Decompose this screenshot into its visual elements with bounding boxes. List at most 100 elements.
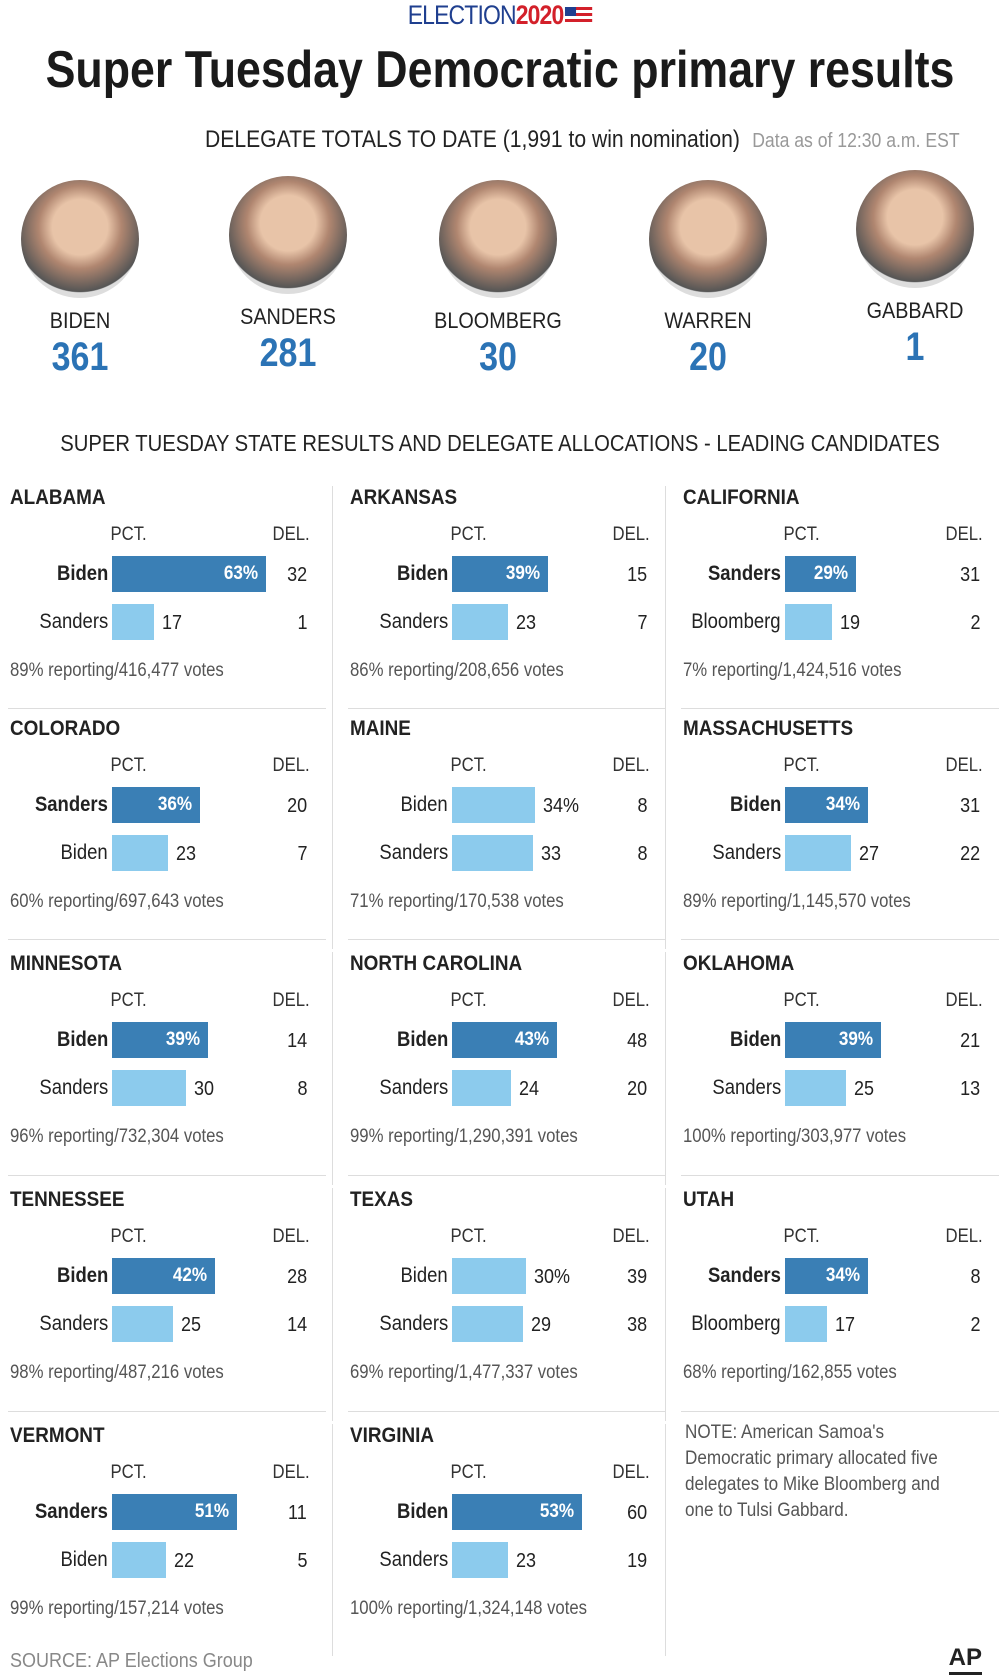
candidate-label: Biden (729, 1028, 781, 1051)
state-panel: TEXAS PCT. DEL. Biden 30% 39 Sanders 29 38 69% re… (340, 1188, 670, 1424)
state-panel: MINNESOTA PCT. DEL. Biden 39% 14 Sanders 30 8 96%… (0, 952, 330, 1188)
candidate-name: BIDEN (49, 308, 111, 333)
pct-value: 63% (224, 563, 259, 584)
state-panel: VIRGINIA PCT. DEL. Biden 53% 60 Sanders 23 19 100… (340, 1424, 670, 1660)
candidate-photo (439, 180, 557, 298)
pct-value: 17 (161, 612, 182, 634)
row-divider (681, 708, 999, 709)
state-panel: OKLAHOMA PCT. DEL. Biden 39% 21 Sanders 25 13 100… (673, 952, 1000, 1188)
state-name: OKLAHOMA (683, 952, 795, 975)
pct-value: 23 (516, 1550, 537, 1572)
state-name: UTAH (683, 1188, 735, 1211)
pct-bar (452, 1306, 524, 1342)
column-divider (665, 717, 666, 949)
pct-header: PCT. (450, 755, 487, 776)
pct-header: PCT. (110, 1462, 147, 1483)
del-header: DEL. (612, 524, 650, 545)
state-panel: MAINE PCT. DEL. Biden 34% 8 Sanders 33 8 71% repo… (340, 717, 670, 953)
candidate-row: Sanders 17 1 (0, 604, 330, 640)
delegates-value: 14 (286, 1314, 307, 1336)
pct-bar: 63% (112, 556, 267, 592)
pct-bar (112, 1542, 166, 1578)
pct-bar: 34% (785, 1258, 869, 1294)
candidate-photo (21, 180, 139, 298)
candidate-row: Sanders 25 13 (673, 1070, 1000, 1106)
pct-value: 51% (194, 1501, 230, 1522)
del-header: DEL. (945, 524, 983, 545)
pct-value: 19 (839, 612, 860, 634)
pct-value: 39% (838, 1029, 873, 1050)
pct-value: 53% (539, 1501, 574, 1522)
delegates-value: 11 (288, 1502, 307, 1524)
candidate-label: Sanders (712, 1076, 781, 1099)
del-header: DEL. (945, 755, 983, 776)
reporting-status: 100% reporting/303,977 votes (683, 1126, 907, 1147)
row-divider (681, 939, 999, 940)
reporting-status: 7% reporting/1,424,516 votes (683, 660, 902, 681)
candidate-photo (856, 170, 974, 288)
delegates-value: 7 (637, 612, 648, 634)
candidate-row: Biden 39% 15 (340, 556, 670, 592)
ap-logo: AP (948, 1644, 982, 1675)
candidate-photo (649, 180, 767, 298)
delegates-value: 7 (297, 843, 308, 865)
row-divider (8, 708, 326, 709)
candidate-delegates: 361 (51, 335, 109, 379)
del-header: DEL. (272, 1226, 310, 1247)
pct-value: 43% (515, 1029, 550, 1050)
pct-value: 23 (176, 843, 197, 865)
reporting-status: 60% reporting/697,643 votes (10, 891, 224, 912)
delegates-value: 8 (970, 1266, 981, 1288)
candidate-row: Sanders 24 20 (340, 1070, 670, 1106)
pct-value: 23 (516, 612, 537, 634)
pct-value: 34% (826, 1265, 861, 1286)
row-divider (348, 1175, 666, 1176)
pct-header: PCT. (783, 524, 820, 545)
pct-bar: 53% (452, 1494, 582, 1530)
subtitle: DELEGATE TOTALS TO DATE (1,991 to win no… (205, 126, 960, 153)
candidate-label: Biden (396, 1500, 448, 1523)
reporting-status: 69% reporting/1,477,337 votes (350, 1362, 578, 1383)
pct-value: 30 (193, 1078, 214, 1100)
pct-header: PCT. (110, 524, 147, 545)
candidate-row: Biden 39% 21 (673, 1022, 1000, 1058)
reporting-status: 89% reporting/416,477 votes (10, 660, 224, 681)
candidate-row: Biden 22 5 (0, 1542, 330, 1578)
candidate-row: Sanders 34% 8 (673, 1258, 1000, 1294)
pct-bar: 51% (112, 1494, 237, 1530)
candidate-row: Sanders 51% 11 (0, 1494, 330, 1530)
candidate: GABBARD 1 (825, 170, 1000, 370)
pct-header: PCT. (783, 1226, 820, 1247)
candidate-label: Biden (60, 1548, 108, 1571)
candidate-row: Biden 63% 32 (0, 556, 330, 592)
del-header: DEL. (945, 1226, 983, 1247)
candidate-row: Biden 23 7 (0, 835, 330, 871)
candidate-label: Biden (60, 841, 108, 864)
del-header: DEL. (945, 990, 983, 1011)
pct-header: PCT. (450, 990, 487, 1011)
pct-bar (452, 604, 509, 640)
state-name: TENNESSEE (10, 1188, 125, 1211)
candidate-label: Sanders (35, 793, 108, 816)
candidate-label: Sanders (39, 610, 108, 633)
candidate-label: Sanders (708, 1264, 781, 1287)
delegates-value: 1 (297, 612, 308, 634)
delegates-value: 2 (970, 612, 981, 634)
row-divider (348, 939, 666, 940)
delegates-value: 15 (626, 564, 647, 586)
pct-value: 25 (854, 1078, 875, 1100)
candidate-label: Sanders (379, 1548, 448, 1571)
row-divider (348, 708, 666, 709)
delegates-value: 20 (286, 795, 307, 817)
candidate-label: Biden (56, 1028, 108, 1051)
candidate-label: Bloomberg (691, 1312, 781, 1335)
pct-value: 25 (181, 1314, 202, 1336)
delegates-value: 28 (286, 1266, 307, 1288)
pct-bar (452, 1542, 509, 1578)
state-panel: MASSACHUSETTS PCT. DEL. Biden 34% 31 Sanders 27… (673, 717, 1000, 953)
pct-bar (112, 835, 169, 871)
candidate-label: Bloomberg (691, 610, 781, 633)
delegates-value: 39 (626, 1266, 647, 1288)
column-divider (665, 952, 666, 1185)
pct-bar (452, 1258, 526, 1294)
